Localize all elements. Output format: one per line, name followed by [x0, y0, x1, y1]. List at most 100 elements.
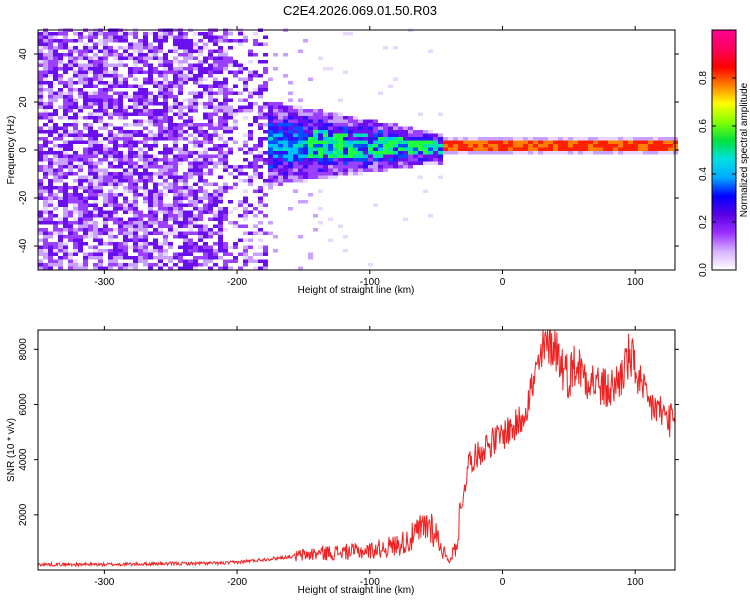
spectrogram-cell [258, 175, 263, 179]
spectrogram-cell [123, 238, 128, 242]
spectrogram-cell [353, 165, 358, 169]
spectrogram-cell [363, 158, 368, 162]
spectrogram-cell [388, 161, 393, 165]
spectrogram-cell [48, 49, 53, 53]
spectrogram-cell [553, 144, 558, 148]
spectrogram-cell [183, 193, 188, 197]
spectrogram-cell [103, 42, 108, 46]
spectrogram-cell [158, 158, 163, 162]
spectrogram-cell [58, 245, 63, 249]
spectrogram-cell [358, 154, 363, 158]
spectrogram-cell [143, 196, 148, 200]
spectrogram-cell [58, 105, 63, 109]
spectrogram-cell [98, 147, 103, 151]
spectrogram-cell [273, 168, 278, 172]
spectrogram-cell [233, 119, 238, 123]
spectrogram-cell [213, 147, 218, 151]
spectrogram-cell [203, 172, 208, 176]
spectrogram-cell [113, 53, 118, 57]
spectrogram-cell [103, 147, 108, 151]
spectrogram-cell [398, 165, 403, 169]
spectrogram-cell [163, 256, 168, 260]
spectrogram-cell [168, 189, 173, 193]
spectrogram-cell [213, 252, 218, 256]
spectrogram-cell [248, 259, 253, 263]
spectrogram-cell [178, 126, 183, 130]
spectrogram-cell [633, 140, 638, 144]
spectrogram-cell [403, 151, 408, 155]
spectrogram-cell [233, 112, 238, 116]
spectrogram-cell [103, 228, 108, 232]
spectrogram-cell [93, 116, 98, 120]
spectrogram-cell [188, 259, 193, 263]
spectrogram-cell [38, 126, 43, 130]
x-tick-label: 0 [500, 577, 506, 588]
spectrogram-cell [238, 252, 243, 256]
spectrogram-cell [378, 158, 383, 162]
spectrogram-cell [513, 140, 518, 144]
spectrogram-cell [218, 53, 223, 57]
spectrogram-cell [198, 235, 203, 239]
spectrogram-cell [158, 137, 163, 141]
spectrogram-cell [63, 91, 68, 95]
spectrogram-cell [118, 266, 123, 270]
spectrogram-cell [158, 168, 163, 172]
spectrogram-cell [593, 151, 598, 155]
spectrogram-cell [153, 53, 158, 57]
spectrogram-cell [48, 46, 53, 50]
spectrogram-cell [183, 182, 188, 186]
spectrogram-cell [263, 259, 268, 263]
spectrogram-cell [223, 245, 228, 249]
spectrogram-cell [468, 140, 473, 144]
spectrogram-cell [543, 144, 548, 148]
spectrogram-cell [318, 172, 323, 176]
spectrogram-cell [68, 193, 73, 197]
spectrogram-cell [213, 210, 218, 214]
spectrogram-cell [143, 238, 148, 242]
spectrogram-cell [283, 109, 288, 113]
spectrogram-cell [78, 130, 83, 134]
spectrogram-cell [283, 140, 288, 144]
spectrogram-cell [653, 147, 658, 151]
spectrogram-cell [248, 49, 253, 53]
spectrogram-cell [363, 168, 368, 172]
spectrogram-cell [58, 158, 63, 162]
spectrogram-cell [58, 249, 63, 253]
spectrogram-cell [158, 60, 163, 64]
spectrogram-cell [263, 88, 268, 92]
spectrogram-cell [108, 238, 113, 242]
spectrogram-cell [213, 81, 218, 85]
spectrogram-cell [548, 151, 553, 155]
spectrogram-cell [193, 221, 198, 225]
x-tick-label: -200 [227, 577, 247, 588]
spectrogram-cell [178, 77, 183, 81]
spectrogram-cell [343, 168, 348, 172]
spectrogram-cell [63, 46, 68, 50]
spectrogram-cell [173, 147, 178, 151]
spectrogram-cell [38, 105, 43, 109]
spectrogram-cell [298, 140, 303, 144]
spectrogram-cell [218, 60, 223, 64]
spectrogram-cell [208, 252, 213, 256]
spectrogram-cell [598, 151, 603, 155]
spectrogram-cell [308, 154, 313, 158]
spectrogram-cell [418, 158, 423, 162]
spectrogram-cell [178, 221, 183, 225]
spectrogram-cell [293, 165, 298, 169]
spectrogram-cell [288, 116, 293, 120]
spectrogram-cell [163, 210, 168, 214]
spectrogram-cell [63, 242, 68, 246]
spectrogram-cell [293, 130, 298, 134]
spectrogram-cell [223, 168, 228, 172]
spectrogram-cell [653, 140, 658, 144]
spectrogram-cell [153, 102, 158, 106]
spectrogram-cell [148, 70, 153, 74]
spectrogram-cell [88, 56, 93, 60]
spectrogram-cell [138, 56, 143, 60]
spectrogram-cell [208, 116, 213, 120]
spectrogram-cell [398, 144, 403, 148]
spectrogram-cell [133, 140, 138, 144]
spectrogram-cell [168, 172, 173, 176]
spectrogram-cell [128, 123, 133, 127]
spectrogram-cell [98, 74, 103, 78]
